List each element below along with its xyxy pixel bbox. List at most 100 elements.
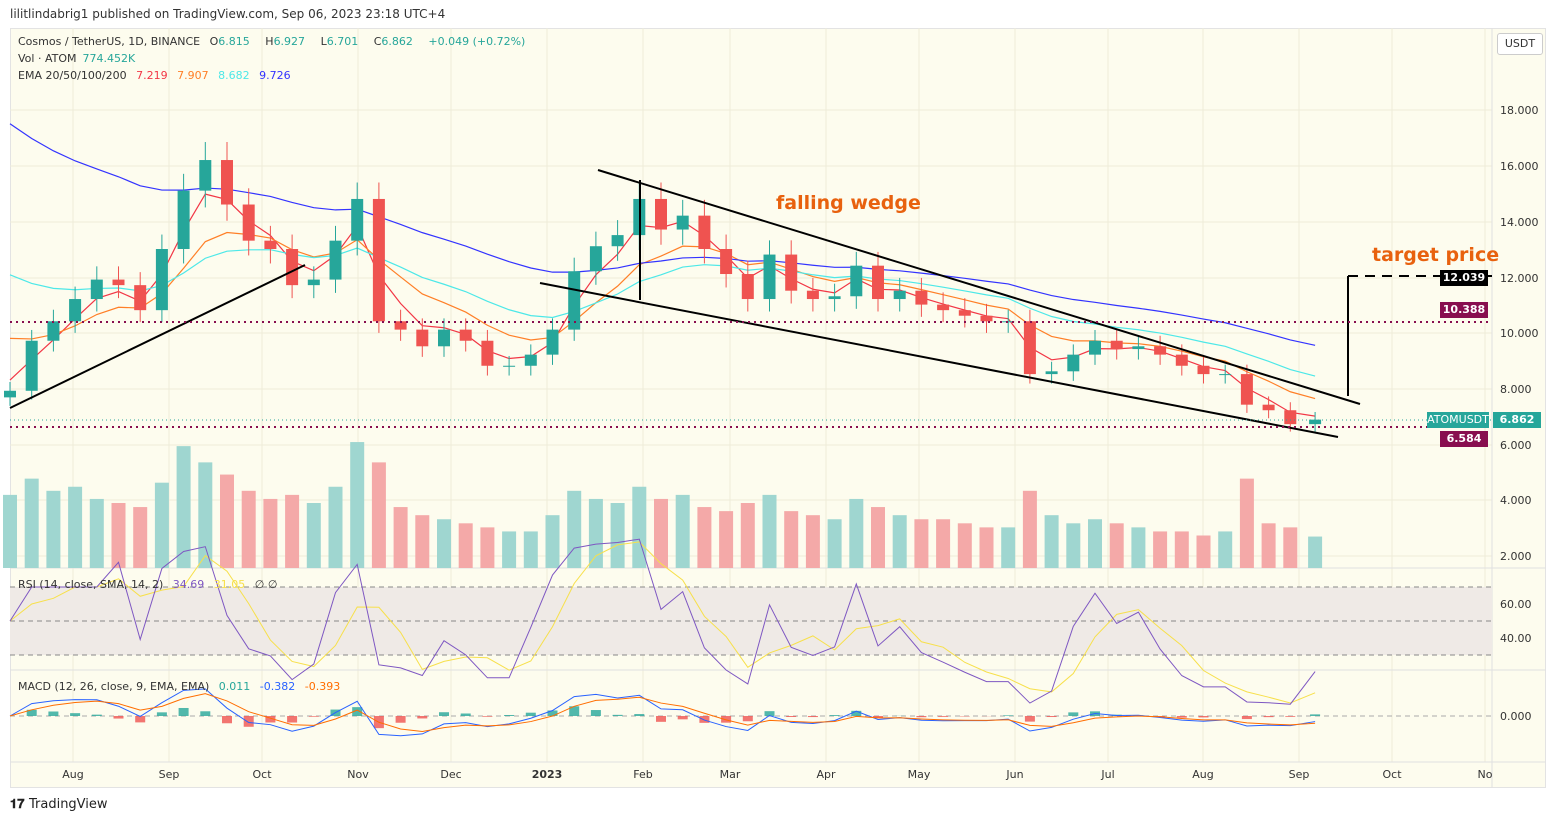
volume-bar	[1308, 536, 1323, 568]
volume-bar	[263, 498, 278, 568]
volume-bar	[871, 507, 885, 568]
macd-histogram-bar	[26, 709, 37, 716]
open-value: 6.815	[218, 35, 250, 48]
wedge-lower-line[interactable]	[539, 282, 1339, 438]
macd-histogram-bar	[590, 710, 601, 716]
support-trendline[interactable]	[9, 264, 306, 409]
rsi-line	[9, 538, 1316, 705]
volume-bar	[1174, 531, 1189, 568]
volume-bar	[892, 515, 907, 568]
candle-body	[915, 290, 928, 305]
volume-bar	[936, 519, 951, 568]
volume-bar	[545, 515, 560, 568]
macd-histogram-bar	[482, 716, 493, 717]
volume-bar	[1088, 519, 1102, 568]
macd-histogram-bar	[807, 716, 818, 718]
volume-bar	[68, 486, 83, 568]
volume-bar	[176, 446, 191, 568]
volume-bar	[675, 494, 690, 568]
macd-histogram-bar	[135, 716, 146, 723]
price-tick-label: 10.000	[1500, 327, 1539, 340]
macd-histogram-bar	[200, 711, 211, 716]
price-tick-label: 14.000	[1500, 216, 1539, 229]
price-tick-label: 4.000	[1500, 494, 1532, 507]
volume-legend: Vol · ATOM 774.452K	[18, 52, 136, 65]
currency-button[interactable]: USDT	[1497, 33, 1543, 55]
candle-body	[763, 254, 776, 300]
candle-body	[1002, 321, 1015, 323]
drawings	[9, 169, 1492, 438]
time-tick-label: Mar	[720, 768, 741, 781]
resistance-price-tag: 10.388	[1440, 302, 1488, 318]
symbol-tag: ATOMUSDT	[1427, 412, 1489, 428]
macd-histogram-bar	[612, 714, 623, 716]
candle-body	[69, 299, 82, 322]
candle-body	[199, 160, 212, 191]
wedge-upper-line[interactable]	[597, 169, 1361, 405]
candle-body	[329, 240, 342, 280]
volume-bar	[827, 519, 842, 568]
macd-histogram-bar	[395, 716, 406, 723]
candle-body	[155, 249, 168, 311]
volume-bar	[1153, 531, 1168, 568]
price-tick-label: 18.000	[1500, 104, 1539, 117]
price-tick-label: 16.000	[1500, 160, 1539, 173]
volume-bar	[719, 511, 734, 568]
symbol-legend: Cosmos / TetherUS, 1D, BINANCE O6.815 H6…	[18, 35, 526, 48]
candle-body	[47, 321, 60, 341]
candle-body	[655, 198, 667, 230]
macd-histogram-bar	[547, 710, 558, 716]
candle-body	[177, 190, 190, 249]
volume-bar	[1196, 535, 1211, 568]
volume-bar	[914, 519, 929, 568]
high-value: 6.927	[273, 35, 306, 48]
candle-body	[481, 340, 494, 366]
candle-body	[937, 304, 950, 311]
macd-histogram-bar	[742, 716, 753, 722]
volume-value: 774.452K	[82, 52, 136, 65]
volume-bar	[371, 462, 386, 568]
macd-histogram-bar	[287, 716, 298, 723]
candle-body	[459, 329, 472, 341]
candle-body	[1154, 346, 1167, 355]
macd-histogram-bar	[916, 716, 927, 718]
candle-body	[828, 296, 841, 300]
volume-bar	[350, 442, 365, 568]
volume-bar	[979, 527, 994, 568]
macd-histogram-bar	[417, 716, 428, 719]
candle-body	[438, 329, 450, 347]
volume-bar	[220, 474, 234, 568]
macd-tick-label: 0.000	[1500, 710, 1532, 723]
macd-histogram-bar	[1003, 715, 1014, 716]
macd-histogram-bar	[786, 716, 797, 718]
candle-body	[872, 265, 884, 300]
candle-body	[503, 365, 516, 367]
ema100-line	[9, 247, 1316, 377]
candle-body	[741, 274, 754, 300]
volume-bar	[740, 503, 755, 568]
close-value: 6.862	[381, 35, 413, 48]
macd-histogram-bar	[1310, 714, 1321, 716]
time-tick-label: No	[1478, 768, 1493, 781]
volume-bar	[1022, 490, 1037, 568]
macd-histogram-bar	[70, 713, 81, 716]
volume-bar	[241, 490, 256, 568]
candle-body	[242, 204, 255, 241]
volume-bar	[1066, 523, 1081, 568]
tradingview-logo[interactable]: 𝟏𝟕 TradingView	[10, 797, 108, 812]
time-tick-label: Aug	[62, 768, 83, 781]
volume-bar	[654, 498, 668, 568]
time-tick-label: Oct	[1382, 768, 1402, 781]
volume-bar	[198, 462, 213, 568]
candle-body	[611, 235, 624, 247]
volume-bar	[610, 503, 625, 568]
volume-bars	[3, 442, 1323, 568]
rsi-band	[10, 586, 1492, 717]
candle-body	[351, 198, 364, 241]
volume-bar	[393, 507, 408, 568]
candle-body	[676, 215, 689, 230]
time-tick-label: Sep	[159, 768, 180, 781]
macd-histogram-bar	[677, 716, 688, 720]
low-value: 6.701	[326, 35, 359, 48]
